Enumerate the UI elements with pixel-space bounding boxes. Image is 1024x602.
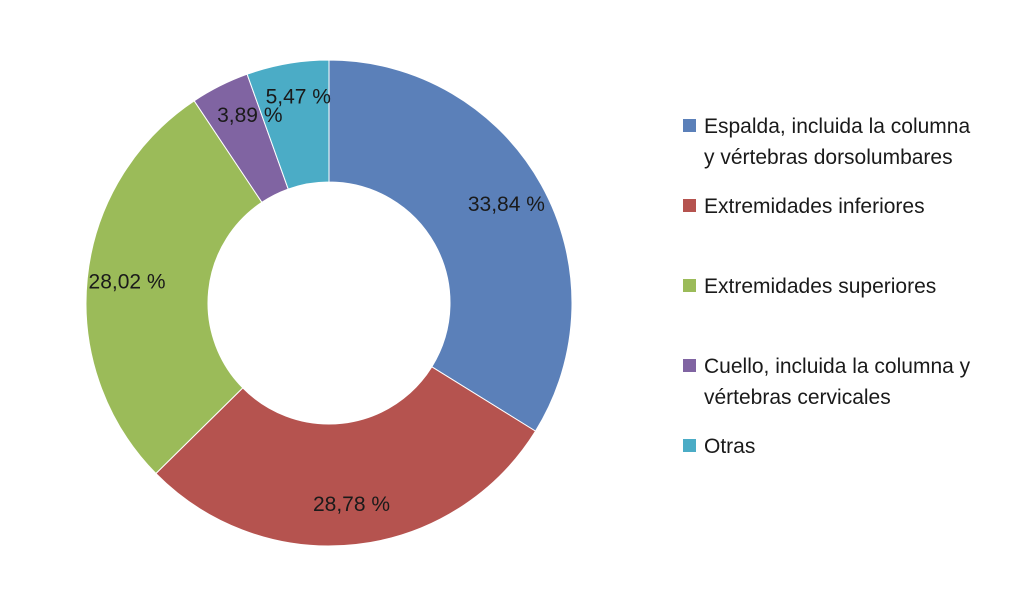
legend-label-otras: Otras	[704, 431, 755, 462]
legend-swatch-extremidades-inferiores	[683, 199, 696, 212]
slice-espalda	[328, 59, 573, 432]
legend-swatch-espalda	[683, 119, 696, 132]
legend-label-extremidades-superiores: Extremidades superiores	[704, 271, 936, 302]
legend-swatch-extremidades-superiores	[683, 279, 696, 292]
legend-label-line: vértebras cervicales	[704, 386, 891, 409]
donut-plot-area: 33,84 % 28,78 % 28,02 % 3,89 %5,47 %	[85, 59, 573, 547]
data-label-otras: 5,47 %	[266, 85, 331, 108]
legend-item-otras: Otras	[683, 432, 755, 462]
legend-swatch-otras	[683, 439, 696, 452]
slice-data-labels: 33,84 % 28,78 % 28,02 % 3,89 %5,47 %	[89, 85, 545, 516]
legend-item-extremidades-inferiores: Extremidades inferiores	[683, 192, 925, 222]
legend-label-line: Espalda, incluida la columna	[704, 115, 971, 138]
slice-extremidades-inferiores	[155, 366, 537, 547]
data-label-espalda: 33,84 %	[468, 193, 545, 216]
legend-label-line: Extremidades inferiores	[704, 195, 925, 218]
legend-item-extremidades-superiores: Extremidades superiores	[683, 272, 936, 302]
data-label-extremidades-superiores: 28,02 %	[89, 271, 166, 294]
legend-label-line: y vértebras dorsolumbares	[704, 146, 953, 169]
legend-label-extremidades-inferiores: Extremidades inferiores	[704, 191, 925, 222]
legend-label-espalda: Espalda, incluida la columna y vértebras…	[704, 111, 970, 173]
data-label-cuello: 3,89 %	[217, 104, 282, 127]
donut-slices	[85, 59, 573, 547]
slice-otras	[246, 59, 330, 190]
legend-item-cuello: Cuello, incluida la columna y vértebras …	[683, 352, 970, 413]
legend-swatch-cuello	[683, 359, 696, 372]
slice-extremidades-superiores	[85, 100, 263, 475]
legend-label-cuello: Cuello, incluida la columna y vértebras …	[704, 351, 970, 413]
legend-label-line: Otras	[704, 435, 756, 458]
legend-label-line: Cuello, incluida la columna y	[704, 355, 971, 378]
legend-label-line: Extremidades superiores	[704, 275, 937, 298]
legend-item-espalda: Espalda, incluida la columna y vértebras…	[683, 112, 970, 173]
data-label-extremidades-inferiores: 28,78 %	[313, 493, 390, 516]
